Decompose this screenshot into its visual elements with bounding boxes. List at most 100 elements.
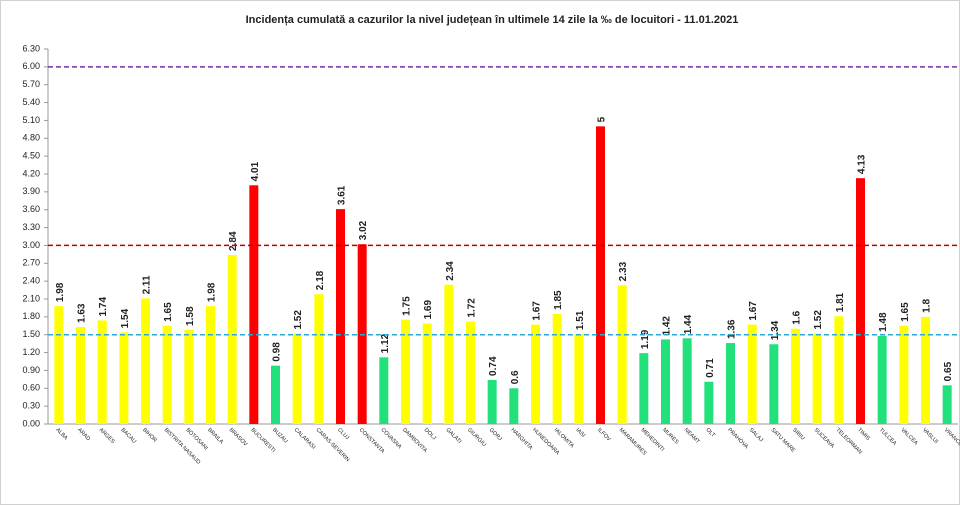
bar	[617, 285, 627, 424]
bar	[834, 316, 844, 424]
value-label: 1.98	[207, 282, 218, 302]
value-label: 3.02	[358, 220, 369, 240]
chart-title: Incidența cumulată a cazurilor la nivel …	[246, 14, 739, 26]
value-label: 1.54	[120, 308, 131, 328]
value-label: 1.75	[402, 296, 413, 316]
bar	[509, 388, 519, 424]
bar	[899, 325, 909, 424]
bar	[141, 298, 150, 424]
value-label: 1.69	[423, 300, 434, 320]
y-tick-label: 2.10	[22, 293, 40, 303]
x-tick-label: IASI	[574, 427, 586, 439]
value-label: 0.71	[705, 358, 716, 378]
y-tick-label: 4.50	[22, 151, 40, 161]
bar	[76, 326, 85, 424]
bar	[422, 323, 432, 424]
value-label: 1.74	[98, 297, 109, 317]
bar	[552, 313, 562, 424]
value-label: 3.61	[337, 185, 348, 205]
bar	[336, 209, 345, 424]
value-label: 4.13	[857, 154, 868, 174]
bar	[747, 324, 757, 424]
bar	[292, 333, 302, 424]
y-tick-label: 5.10	[22, 115, 40, 125]
x-tick-label: OLT	[704, 427, 716, 439]
y-tick-label: 6.00	[22, 61, 40, 71]
bar	[726, 343, 735, 424]
bar	[574, 334, 584, 424]
value-label: 1.34	[770, 320, 781, 340]
value-label: 1.42	[662, 316, 673, 336]
bar	[466, 321, 475, 424]
value-label: 1.72	[467, 298, 478, 318]
bar	[271, 365, 280, 424]
y-tick-label: 0.00	[22, 418, 40, 428]
y-tick-label: 0.90	[22, 365, 40, 375]
bar	[596, 126, 605, 424]
bar	[444, 284, 454, 424]
bar	[487, 379, 497, 424]
bar	[162, 325, 172, 424]
bar	[379, 357, 389, 424]
y-tick-label: 3.00	[22, 240, 40, 250]
bar	[531, 324, 540, 424]
bar	[921, 316, 930, 424]
value-label: 1.8	[922, 299, 933, 313]
y-tick-label: 1.20	[22, 347, 40, 357]
value-label: 1.65	[163, 302, 174, 322]
bar	[227, 254, 237, 424]
value-label: 1.6	[792, 310, 803, 324]
value-label: 1.44	[683, 314, 694, 334]
value-label: 0.6	[510, 370, 521, 384]
value-label: 2.34	[445, 261, 456, 281]
y-tick-label: 4.80	[22, 133, 40, 143]
y-tick-label: 5.40	[22, 97, 40, 107]
value-label: 1.58	[185, 306, 196, 326]
value-label: 2.33	[618, 261, 629, 281]
value-label: 4.01	[250, 161, 261, 181]
bar	[877, 335, 887, 424]
value-label: 1.36	[727, 319, 738, 339]
value-label: 0.65	[943, 361, 954, 381]
y-tick-label: 0.60	[22, 383, 40, 393]
value-label: 5	[597, 116, 608, 122]
value-label: 1.67	[532, 301, 543, 321]
y-tick-label: 3.30	[22, 222, 40, 232]
value-label: 1.85	[553, 290, 564, 310]
y-tick-label: 1.50	[22, 329, 40, 339]
bar	[54, 306, 64, 424]
value-label: 1.12	[380, 333, 391, 353]
bar	[401, 319, 410, 424]
value-label: 1.52	[813, 310, 824, 330]
bar	[791, 328, 800, 424]
value-label: 2.18	[315, 270, 326, 290]
bar	[97, 320, 107, 424]
y-tick-label: 3.60	[22, 204, 40, 214]
value-label: 1.81	[835, 292, 846, 312]
bar	[119, 332, 129, 424]
value-label: 1.63	[77, 303, 88, 323]
y-tick-label: 4.20	[22, 168, 40, 178]
bar	[661, 339, 670, 424]
y-tick-label: 6.30	[22, 43, 40, 53]
bar	[769, 344, 779, 424]
bar	[249, 185, 259, 424]
value-label: 1.19	[640, 329, 651, 349]
value-label: 1.48	[878, 312, 889, 332]
bar	[639, 353, 649, 424]
bar	[856, 178, 865, 424]
bar	[314, 294, 324, 424]
bar	[206, 306, 215, 424]
value-label: 1.98	[55, 282, 66, 302]
value-label: 0.98	[272, 342, 283, 362]
y-tick-label: 5.70	[22, 79, 40, 89]
value-label: 2.84	[228, 231, 239, 251]
bar	[682, 338, 692, 424]
value-label: 1.52	[293, 310, 304, 330]
value-label: 1.51	[575, 310, 586, 330]
y-tick-label: 2.40	[22, 276, 40, 286]
value-label: 1.67	[748, 301, 759, 321]
bar	[942, 385, 952, 424]
